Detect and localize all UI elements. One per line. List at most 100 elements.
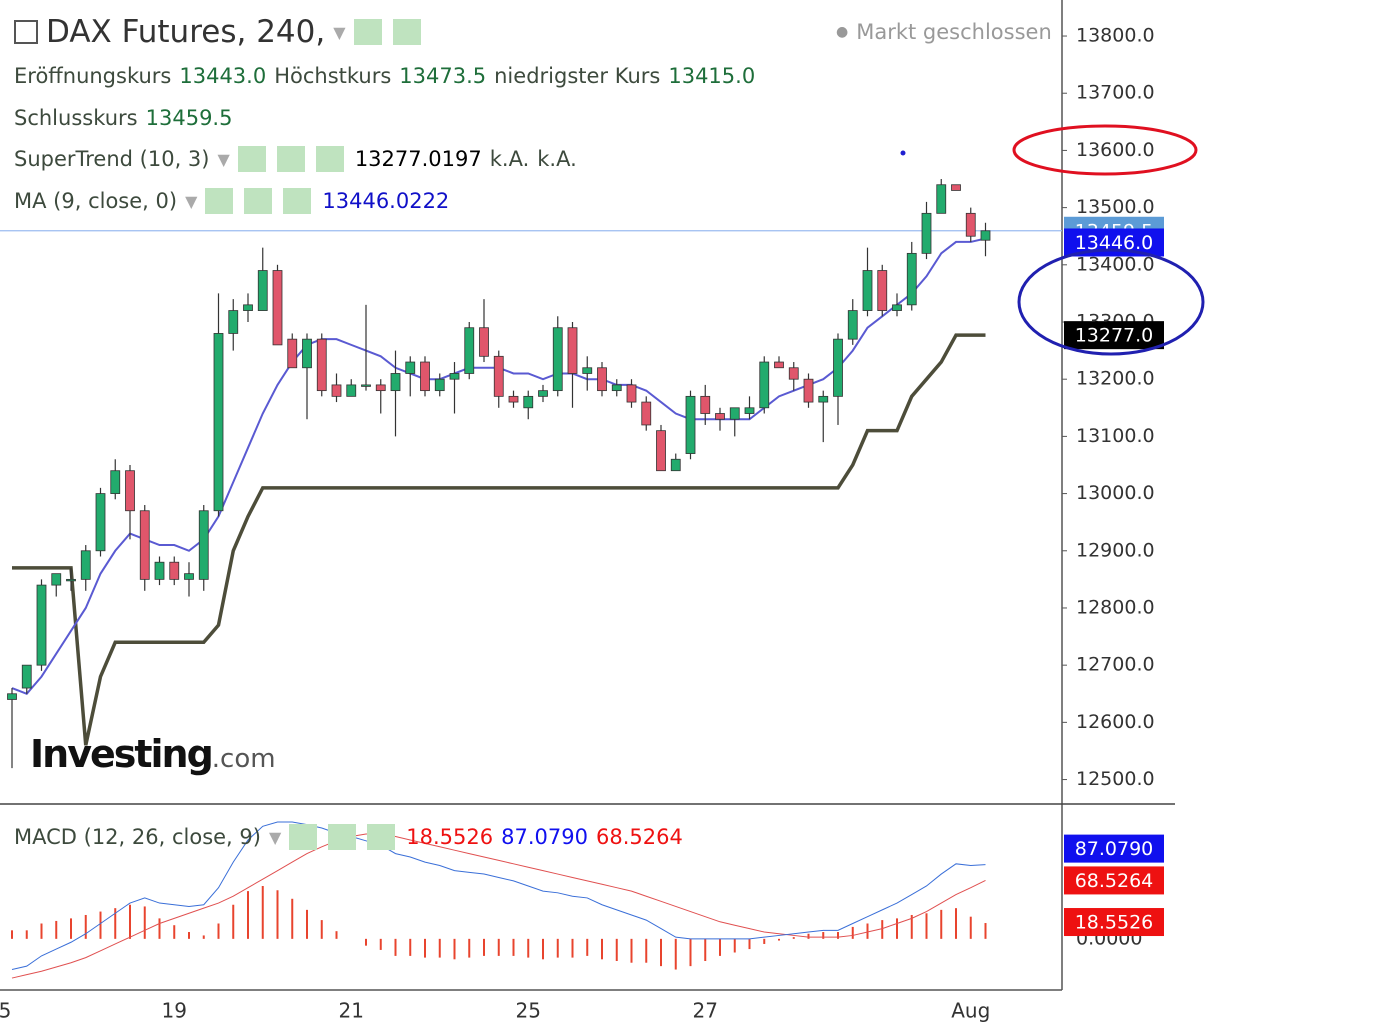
- candle-body: [685, 395, 696, 454]
- y-tick-label: 13700.0: [1076, 82, 1155, 104]
- supertrend-name: SuperTrend (10, 3): [14, 147, 210, 171]
- candle-body: [921, 212, 932, 254]
- y-tick-label: 12700.0: [1076, 654, 1155, 676]
- candle-body: [877, 270, 888, 311]
- y-tick-label: 13100.0: [1076, 425, 1155, 447]
- ma-row: MA (9, close, 0) ▼ 13446.0222: [14, 188, 449, 214]
- candle-body: [139, 510, 150, 580]
- candle-body: [479, 327, 489, 357]
- ma-name: MA (9, close, 0): [14, 189, 178, 213]
- eye-icon[interactable]: [353, 19, 382, 45]
- title-row: DAX Futures, 240, ▼: [14, 14, 424, 50]
- candle-body: [715, 413, 725, 420]
- logo-main: Investing: [30, 732, 214, 776]
- candle-body: [951, 184, 961, 191]
- candle-body: [272, 270, 283, 346]
- candle-body: [361, 384, 371, 387]
- high-value: 13473.5: [399, 64, 487, 88]
- candle-body: [154, 561, 165, 580]
- high-name: Höchstkurs: [274, 64, 392, 88]
- candle-body: [464, 327, 475, 374]
- supertrend-value: 13277.0197: [354, 147, 482, 171]
- low-name: niedrigster Kurs: [494, 64, 661, 88]
- close-icon[interactable]: [283, 188, 312, 214]
- candle-body: [257, 270, 268, 311]
- candle-body: [169, 561, 180, 580]
- y-tick-label: 12600.0: [1076, 711, 1155, 733]
- candle-body: [980, 230, 991, 241]
- gear-icon[interactable]: [276, 146, 305, 172]
- x-tick-label: 27: [693, 999, 718, 1023]
- y-tick-label: 12900.0: [1076, 539, 1155, 561]
- status-text: Markt geschlossen: [856, 20, 1052, 44]
- hist-tag-bg: [1064, 908, 1164, 937]
- close-row: Schlusskurs 13459.5: [14, 106, 232, 130]
- status: ● Markt geschlossen: [836, 20, 1052, 44]
- candle-body: [493, 355, 504, 397]
- y-tick-label: 13600.0: [1076, 139, 1155, 161]
- gear-icon[interactable]: [244, 188, 273, 214]
- candle-body: [611, 384, 622, 392]
- candle-body: [508, 395, 519, 403]
- y-tick-label: 13200.0: [1076, 368, 1155, 390]
- open-name: Eröffnungskurs: [14, 64, 172, 88]
- gear-icon[interactable]: [392, 19, 421, 45]
- candle-body: [759, 361, 770, 409]
- macd-tag: 87.0790: [1075, 838, 1154, 860]
- signal-tag: 68.5264: [1075, 870, 1154, 892]
- candle-body: [862, 270, 873, 311]
- y-tick-label: 13400.0: [1076, 253, 1155, 275]
- candle-body: [346, 384, 357, 397]
- close-icon[interactable]: [367, 824, 396, 850]
- close-icon[interactable]: [315, 146, 344, 172]
- candle-body: [390, 373, 401, 392]
- supertrend-tag-bg: [1064, 321, 1164, 350]
- x-tick-label: 21: [339, 999, 364, 1023]
- collapse-icon[interactable]: [14, 20, 38, 44]
- chart-title: DAX Futures, 240,: [46, 14, 326, 50]
- eye-icon[interactable]: [237, 146, 266, 172]
- candle-body: [582, 367, 593, 374]
- candle-body: [302, 338, 312, 369]
- gear-icon[interactable]: [328, 824, 357, 850]
- macd-tag-bg: [1064, 834, 1164, 863]
- candle-body: [803, 378, 814, 403]
- candle-body: [892, 304, 902, 311]
- eye-icon[interactable]: [289, 824, 318, 850]
- logo: Investing.com: [30, 732, 276, 776]
- candle-body: [434, 378, 445, 392]
- candle-body: [449, 373, 460, 380]
- y-tick-label: 12500.0: [1076, 768, 1155, 790]
- candle-body: [287, 338, 298, 369]
- chevron[interactable]: ▼: [333, 22, 346, 42]
- annotation-circle: [1017, 248, 1205, 356]
- ma-tag: 13446.0: [1075, 232, 1154, 254]
- y-tick-label: 13500.0: [1076, 196, 1155, 218]
- open-value: 13443.0: [179, 64, 267, 88]
- candle-body: [523, 395, 534, 409]
- chevron[interactable]: ▼: [268, 827, 282, 847]
- eye-icon[interactable]: [205, 188, 234, 214]
- candle-body: [110, 470, 121, 494]
- x-tick-label: 19: [162, 999, 187, 1023]
- macd-signal-line: [11, 833, 986, 979]
- candle-body: [641, 401, 652, 426]
- candle-body: [847, 310, 858, 340]
- low-value: 13415.0: [668, 64, 756, 88]
- candle-body: [729, 407, 740, 420]
- candle-body: [80, 550, 91, 580]
- candle-body: [538, 390, 548, 397]
- candle-body: [833, 338, 843, 397]
- chevron[interactable]: ▼: [217, 149, 230, 169]
- candle-body: [906, 252, 917, 306]
- x-tick-label: 5: [0, 999, 11, 1023]
- candle-body: [228, 310, 239, 334]
- chevron[interactable]: ▼: [185, 191, 198, 211]
- macd-row: MACD (12, 26, close, 9) ▼ 18.5526 87.0790…: [14, 824, 683, 850]
- supertrend-extra: k.A.: [537, 147, 577, 171]
- supertrend-tag: 13277.0: [1075, 325, 1154, 347]
- close-name: Schlusskurs: [14, 106, 138, 130]
- y-tick-label: 12800.0: [1076, 596, 1155, 618]
